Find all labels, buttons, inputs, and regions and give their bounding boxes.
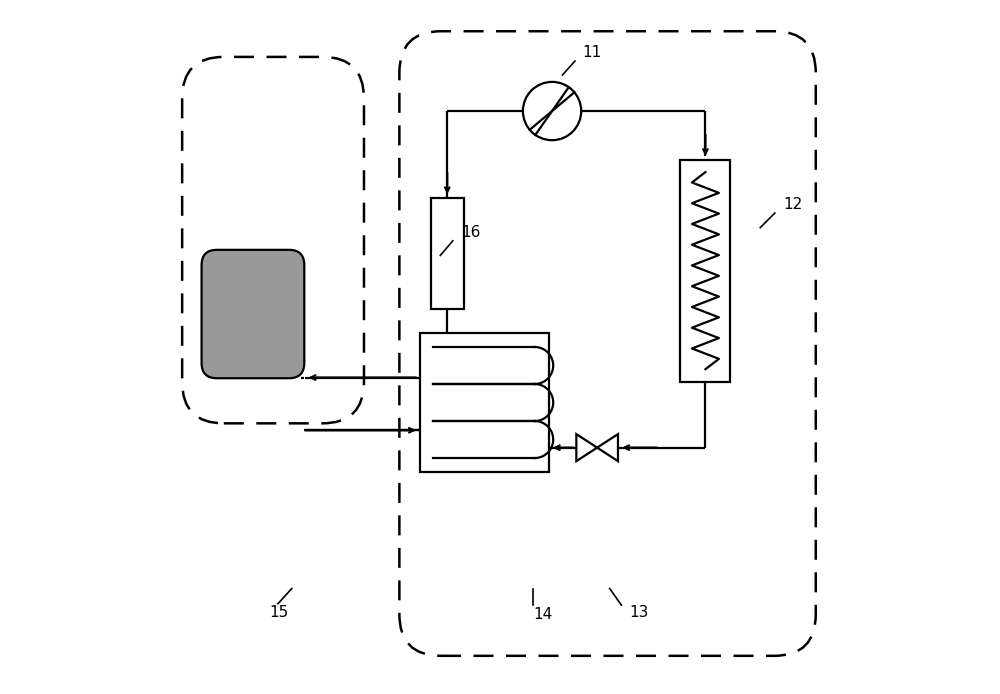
FancyBboxPatch shape xyxy=(202,250,304,378)
Polygon shape xyxy=(576,434,597,462)
Text: 16: 16 xyxy=(461,225,481,240)
Bar xyxy=(680,160,730,382)
Text: 14: 14 xyxy=(533,607,553,622)
Text: 12: 12 xyxy=(783,197,802,212)
Bar xyxy=(431,198,464,309)
Text: 13: 13 xyxy=(629,604,648,620)
Bar xyxy=(420,333,549,472)
Polygon shape xyxy=(597,434,618,462)
Text: 15: 15 xyxy=(270,604,289,620)
Text: 11: 11 xyxy=(582,44,601,60)
Circle shape xyxy=(523,82,581,140)
